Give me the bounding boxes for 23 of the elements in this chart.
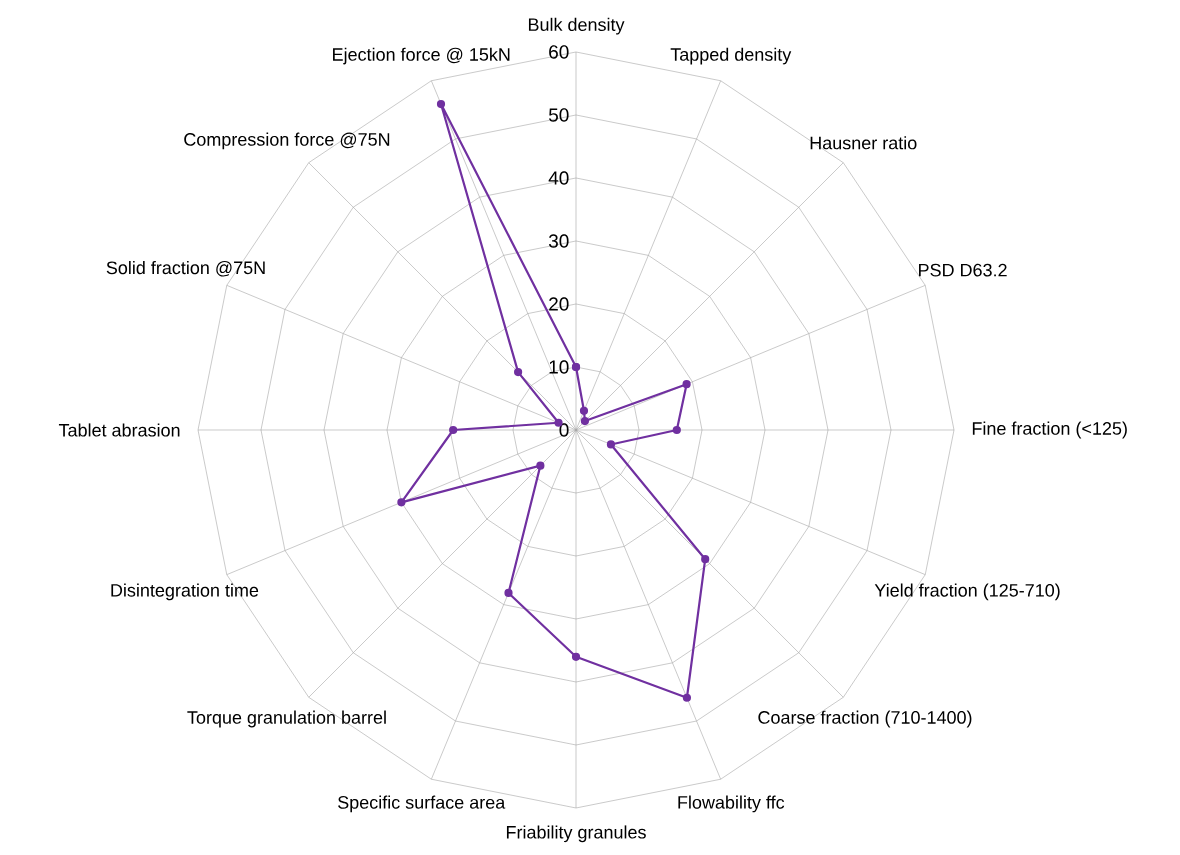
spoke-label: Bulk density <box>528 17 625 35</box>
y-tick-label: 40 <box>548 171 569 185</box>
spoke-label: Flowability ffc <box>678 795 785 813</box>
spoke-label: Compression force @75N <box>184 132 390 150</box>
y-tick-label: 30 <box>548 234 569 248</box>
y-tick-label: 0 <box>559 423 569 437</box>
spoke-label: Ejection force @ 15kN <box>333 47 510 65</box>
spoke-label: Yield fraction (125-710) <box>874 583 1060 601</box>
y-tick-label: 20 <box>549 297 569 311</box>
spoke-label: PSD D63.2 <box>919 263 1007 277</box>
spoke-label: Friability granules <box>506 825 646 843</box>
spoke-label: Hausner ratio <box>810 136 917 150</box>
spoke-label: Solid fraction @75N <box>106 260 265 277</box>
y-tick-label: 50 <box>548 108 569 122</box>
spoke-label: Specific surface area <box>338 795 506 813</box>
spoke-label: Disintegration time <box>111 583 259 601</box>
spoke-label: Coarse fraction (710-1400) <box>758 710 972 728</box>
y-tick-label: 10 <box>549 360 569 374</box>
spoke-label: Tapped density <box>670 47 792 65</box>
spoke-label: Torque granulation barrel <box>187 710 386 728</box>
spoke-label: Tablet abrasion <box>58 423 180 437</box>
y-tick-label: 60 <box>549 45 569 59</box>
spoke-label: Fine fraction (<125) <box>972 421 1127 439</box>
